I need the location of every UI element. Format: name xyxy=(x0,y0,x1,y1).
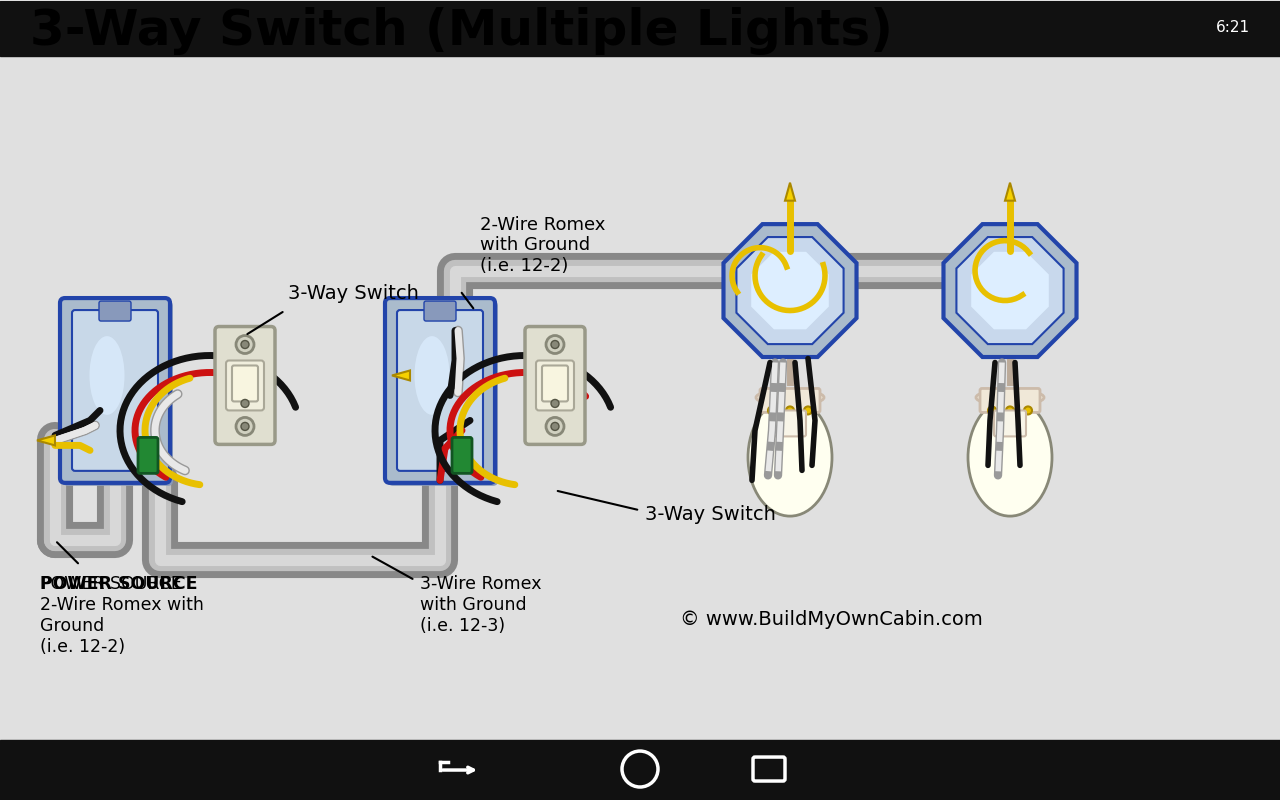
Circle shape xyxy=(241,422,250,430)
FancyBboxPatch shape xyxy=(541,366,568,402)
Polygon shape xyxy=(392,370,410,381)
FancyBboxPatch shape xyxy=(72,310,157,471)
Text: POWER SOURCE: POWER SOURCE xyxy=(40,575,197,594)
Polygon shape xyxy=(943,224,1076,357)
FancyBboxPatch shape xyxy=(525,326,585,445)
FancyBboxPatch shape xyxy=(99,301,131,321)
Polygon shape xyxy=(736,237,844,344)
Ellipse shape xyxy=(756,390,824,406)
Text: POWER SOURCE
2-Wire Romex with
Ground
(i.e. 12-2): POWER SOURCE 2-Wire Romex with Ground (i… xyxy=(40,575,204,656)
Circle shape xyxy=(786,406,794,414)
Circle shape xyxy=(236,418,253,435)
FancyBboxPatch shape xyxy=(388,301,498,486)
Circle shape xyxy=(547,335,564,354)
Circle shape xyxy=(550,382,559,390)
Polygon shape xyxy=(785,182,795,201)
FancyBboxPatch shape xyxy=(232,366,259,402)
FancyBboxPatch shape xyxy=(215,326,275,445)
Circle shape xyxy=(804,406,812,414)
FancyBboxPatch shape xyxy=(536,361,573,410)
Text: 2-Wire Romex
with Ground
(i.e. 12-2): 2-Wire Romex with Ground (i.e. 12-2) xyxy=(480,216,605,275)
Bar xyxy=(0,740,1280,800)
Circle shape xyxy=(547,377,564,394)
Polygon shape xyxy=(723,224,856,357)
Circle shape xyxy=(768,406,776,414)
Ellipse shape xyxy=(968,398,1052,516)
Ellipse shape xyxy=(90,336,124,415)
Text: 3-Way Switch: 3-Way Switch xyxy=(288,283,419,302)
Polygon shape xyxy=(1005,182,1015,201)
FancyBboxPatch shape xyxy=(760,389,820,413)
FancyBboxPatch shape xyxy=(138,438,157,474)
FancyBboxPatch shape xyxy=(63,301,173,486)
Text: 3-Way Switch: 3-Way Switch xyxy=(645,506,776,524)
Circle shape xyxy=(241,341,250,349)
Polygon shape xyxy=(956,237,1064,344)
Circle shape xyxy=(241,382,250,390)
FancyBboxPatch shape xyxy=(385,298,495,483)
Text: 3-Wire Romex
with Ground
(i.e. 12-3): 3-Wire Romex with Ground (i.e. 12-3) xyxy=(420,575,541,635)
FancyBboxPatch shape xyxy=(452,438,472,474)
Circle shape xyxy=(550,399,559,407)
Circle shape xyxy=(547,418,564,435)
Circle shape xyxy=(1006,406,1014,414)
Ellipse shape xyxy=(977,390,1044,406)
FancyBboxPatch shape xyxy=(995,410,1027,437)
FancyBboxPatch shape xyxy=(227,361,264,410)
Circle shape xyxy=(241,399,250,407)
Circle shape xyxy=(236,377,253,394)
Circle shape xyxy=(1024,406,1032,414)
Ellipse shape xyxy=(415,336,449,415)
Text: © www.BuildMyOwnCabin.com: © www.BuildMyOwnCabin.com xyxy=(680,610,983,630)
Circle shape xyxy=(236,335,253,354)
Bar xyxy=(0,1,1280,56)
Polygon shape xyxy=(972,252,1048,330)
Polygon shape xyxy=(751,252,829,330)
FancyBboxPatch shape xyxy=(424,301,456,321)
Ellipse shape xyxy=(748,398,832,516)
Text: 6:21: 6:21 xyxy=(1216,20,1251,35)
Circle shape xyxy=(550,341,559,349)
FancyBboxPatch shape xyxy=(397,310,483,471)
FancyBboxPatch shape xyxy=(60,298,170,483)
FancyBboxPatch shape xyxy=(774,410,806,437)
Polygon shape xyxy=(37,435,55,446)
Circle shape xyxy=(988,406,996,414)
FancyBboxPatch shape xyxy=(980,389,1039,413)
Text: 3-Way Switch (Multiple Lights): 3-Way Switch (Multiple Lights) xyxy=(29,7,893,55)
Circle shape xyxy=(550,422,559,430)
